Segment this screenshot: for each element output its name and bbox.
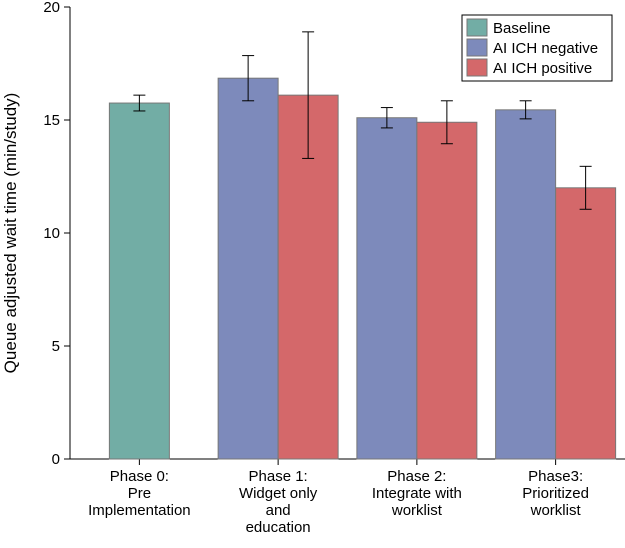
y-tick-label: 20 <box>43 0 60 16</box>
bar <box>217 77 279 460</box>
error-bar <box>302 31 315 159</box>
legend-label: AI ICH negative <box>493 40 598 57</box>
x-tick-label: Phase3: Prioritized worklist <box>522 468 589 519</box>
error-bar <box>579 165 592 210</box>
error-bar <box>440 100 453 145</box>
y-tick-label: 15 <box>43 112 60 129</box>
legend-swatch <box>466 18 488 37</box>
x-tick-label: Phase 0: Pre Implementation <box>88 468 191 519</box>
x-tick-label: Phase 2: Integrate with worklist <box>372 468 462 519</box>
y-axis-label: Queue adjusted wait time (min/study) <box>1 93 20 374</box>
bar <box>108 102 170 460</box>
legend-swatch <box>466 58 488 77</box>
y-tick-label: 0 <box>52 451 60 468</box>
bar <box>495 109 557 460</box>
y-tick-label: 5 <box>52 338 60 355</box>
bar <box>555 187 617 460</box>
error-bar <box>242 55 255 102</box>
legend-label: AI ICH positive <box>493 60 592 77</box>
legend-swatch <box>466 38 488 57</box>
bar <box>356 117 418 460</box>
error-bar <box>380 107 393 129</box>
legend-label: Baseline <box>493 20 551 37</box>
error-bar <box>133 94 146 112</box>
x-tick-label: Phase 1: Widget only and education <box>239 468 318 536</box>
error-bar <box>519 100 532 120</box>
bar <box>416 121 478 460</box>
y-tick-label: 10 <box>43 225 60 242</box>
